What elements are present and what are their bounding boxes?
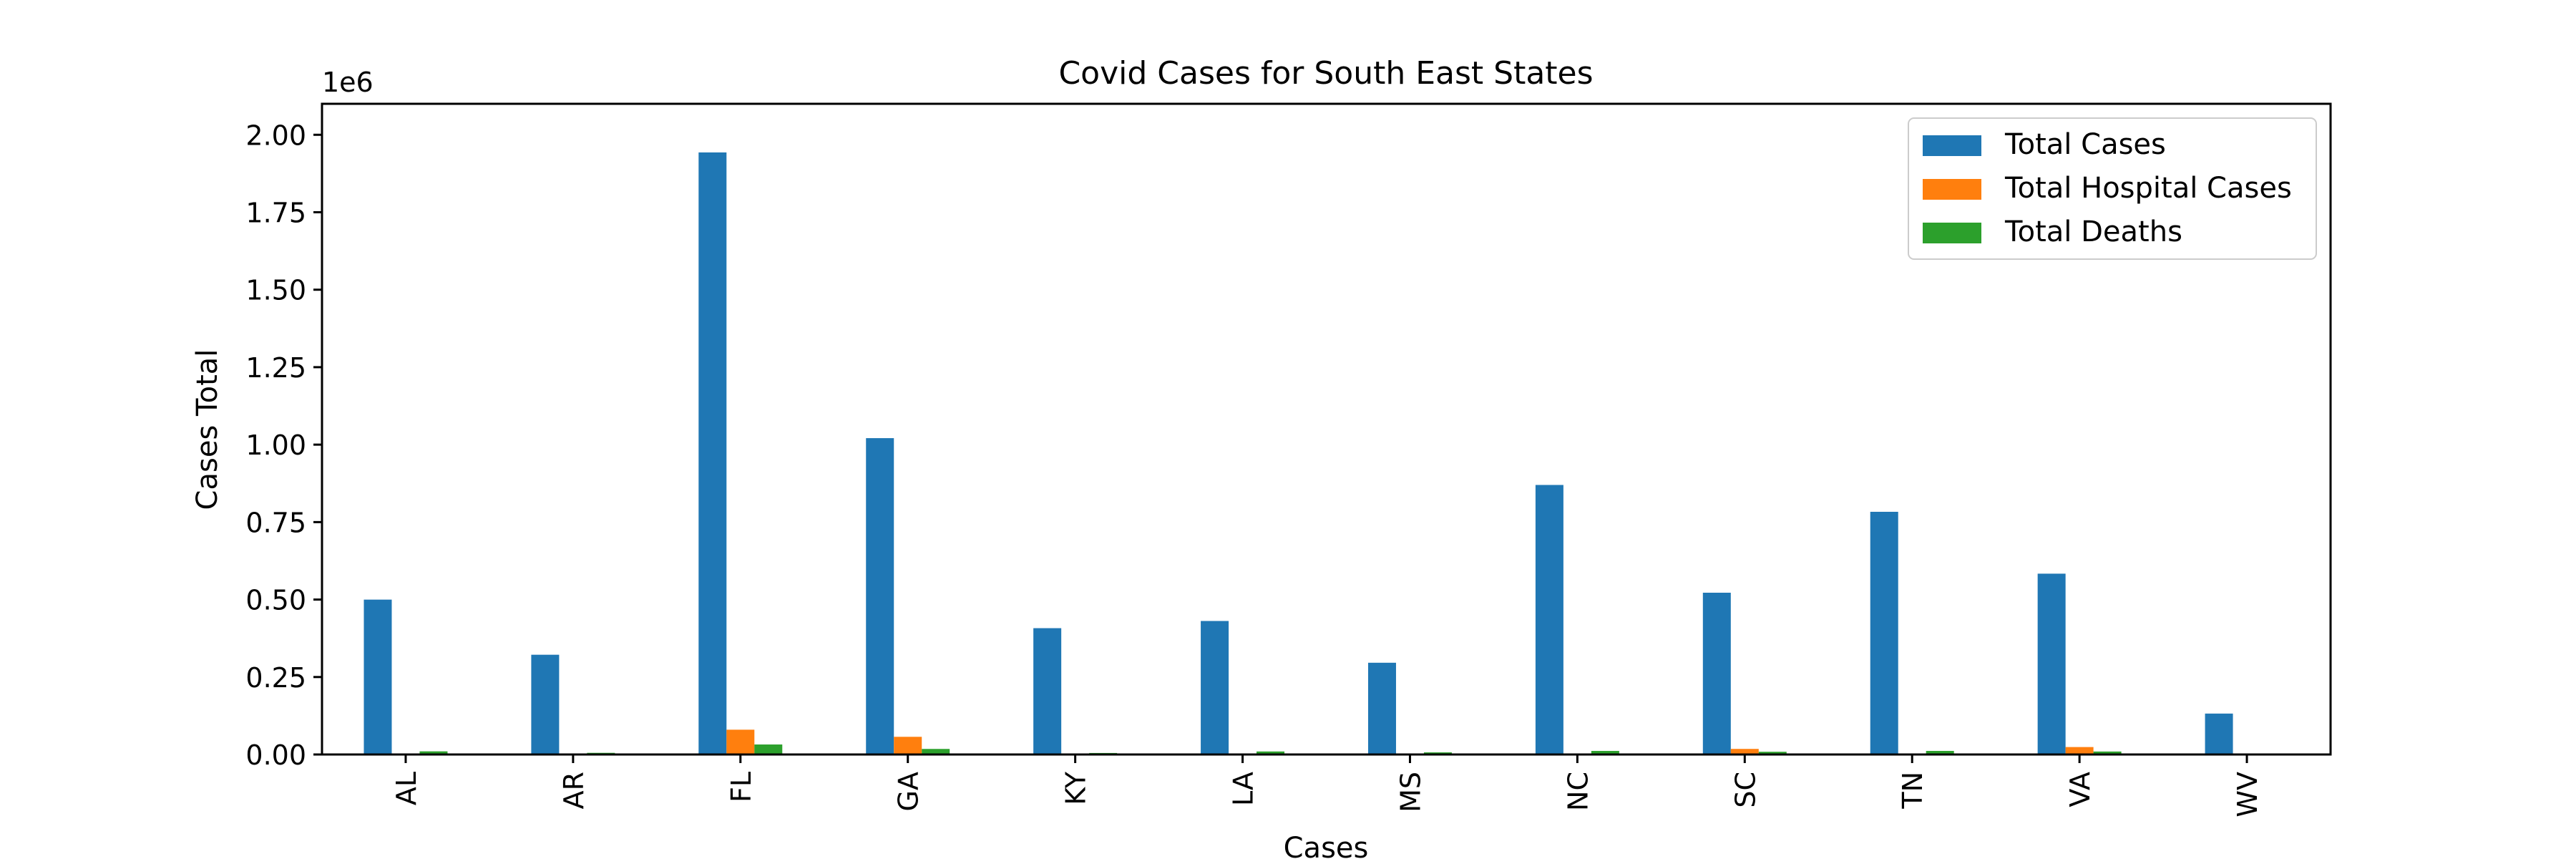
legend-swatch-2	[1923, 179, 1981, 200]
bar-va-series-1	[2037, 573, 2066, 754]
y-tick-label: 0.00	[245, 739, 306, 771]
bar-ga-series-1	[866, 438, 894, 754]
bar-la-series-3	[1257, 751, 1285, 754]
x-tick-label-ar: AR	[558, 772, 590, 809]
y-tick-label: 1.00	[245, 430, 306, 461]
x-axis-label: Cases	[1284, 832, 1369, 859]
x-tick-label-fl: FL	[726, 772, 757, 802]
x-tick-label-la: LA	[1228, 772, 1259, 806]
bar-sc-series-1	[1702, 593, 1731, 754]
x-axis: AL AR FL GA KY LA MS NC SC TN VA WV	[391, 754, 2263, 817]
bar-fl-series-2	[726, 729, 755, 754]
x-tick-label-al: AL	[391, 772, 422, 805]
bar-ar-series-1	[531, 654, 560, 754]
x-tick-label-ms: MS	[1395, 772, 1426, 812]
bar-va-series-3	[2093, 751, 2122, 754]
x-tick-label-ga: GA	[893, 772, 924, 811]
x-tick-label-sc: SC	[1729, 772, 1761, 808]
bars-group	[364, 152, 2289, 754]
chart-title: Covid Cases for South East States	[1058, 55, 1593, 92]
legend: Total Cases Total Hospital Cases Total Dea…	[1908, 117, 2317, 260]
legend-label-3: Total Deaths	[2004, 215, 2182, 248]
x-tick-label-nc: NC	[1562, 772, 1594, 811]
bar-al-series-1	[364, 599, 392, 754]
y-tick-label: 2.00	[245, 120, 306, 151]
bar-nc-series-3	[1591, 751, 1619, 754]
bar-nc-series-1	[1535, 485, 1563, 754]
bar-ky-series-1	[1033, 628, 1062, 754]
bar-la-series-1	[1201, 621, 1229, 754]
x-tick-label-ky: KY	[1060, 771, 1092, 805]
x-tick-label-wv: WV	[2232, 772, 2263, 817]
y-tick-label: 1.75	[245, 198, 306, 229]
x-tick-label-tn: TN	[1897, 772, 1928, 810]
legend-swatch-3	[1923, 223, 1981, 243]
bar-tn-series-3	[1926, 751, 1954, 754]
y-tick-label: 0.25	[245, 662, 306, 694]
y-tick-label: 1.50	[245, 275, 306, 306]
bar-al-series-3	[419, 751, 448, 754]
bar-ga-series-2	[894, 737, 922, 754]
legend-label-2: Total Hospital Cases	[2004, 172, 2292, 205]
legend-label-1: Total Cases	[2004, 128, 2166, 161]
bar-fl-series-3	[754, 744, 783, 754]
bar-va-series-2	[2065, 747, 2094, 754]
y-tick-label: 1.25	[245, 352, 306, 384]
bar-sc-series-3	[1758, 752, 1787, 754]
y-axis-offset-label: 1e6	[322, 67, 374, 98]
y-tick-label: 0.75	[245, 507, 306, 538]
y-axis: 0.00 0.25 0.50 0.75 1.00 1.25 1.50 1.75 2.00	[245, 120, 322, 771]
bar-sc-series-2	[1730, 749, 1759, 754]
legend-frame	[1908, 117, 2317, 260]
plot-frame	[321, 102, 2332, 756]
y-tick-label: 0.50	[245, 585, 306, 616]
legend-swatch-1	[1923, 135, 1981, 156]
bar-fl-series-1	[698, 152, 727, 754]
bar-wv-series-1	[2205, 713, 2233, 754]
bar-ga-series-3	[922, 749, 950, 754]
y-axis-label: Cases Total	[191, 349, 224, 510]
bar-tn-series-1	[1870, 511, 1898, 754]
x-tick-label-va: VA	[2064, 772, 2096, 807]
bar-ms-series-1	[1367, 662, 1396, 754]
